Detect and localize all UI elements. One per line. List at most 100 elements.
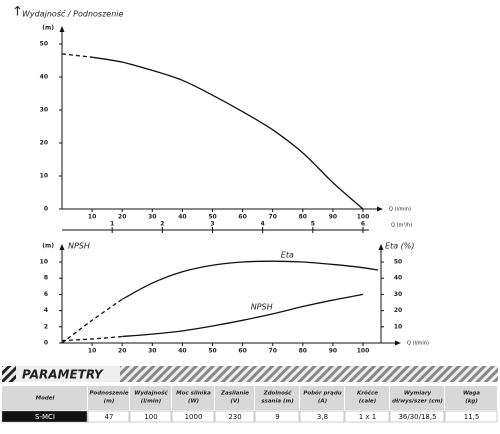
x-tick-label: 40 — [178, 214, 186, 221]
cell-text: 1000 — [185, 413, 203, 421]
curve — [91, 56, 364, 210]
x-tick-label: 60 — [238, 348, 246, 355]
cell — [171, 410, 215, 423]
x2-tick-label: 6 — [361, 221, 365, 228]
x-tick-label: 70 — [269, 214, 277, 221]
y2-tick-label: 40 — [394, 275, 402, 282]
x2-tick-label: 2 — [160, 221, 164, 228]
header-cell — [300, 386, 344, 410]
cell — [254, 410, 300, 423]
x-tick-label: 100 — [357, 214, 370, 221]
header-cell — [255, 386, 299, 410]
cell-text: S-MCI — [35, 413, 55, 421]
x-tick-label: 70 — [269, 348, 277, 355]
x-axis-label: Q (l/min) — [407, 341, 429, 347]
y2-tick-label: 50 — [394, 259, 402, 266]
header-text: Wydajność — [134, 390, 168, 397]
x-tick-label: 20 — [118, 214, 126, 221]
header-cell — [2, 386, 87, 410]
x2-tick-label: 3 — [210, 221, 214, 228]
header-cell — [345, 386, 389, 410]
x-tick-label: 80 — [299, 348, 307, 355]
header-text: Model — [36, 396, 55, 402]
header-text: dł/wys/szer (cm) — [392, 399, 443, 405]
x-tick-label: 90 — [329, 348, 337, 355]
cell-text: 3,8 — [317, 413, 328, 421]
cell — [299, 410, 345, 423]
y-tick-label: 40 — [40, 74, 48, 81]
cell-text: 230 — [228, 413, 241, 421]
arrow-icon: ↑ — [12, 5, 23, 20]
stripes — [120, 366, 498, 382]
cell — [129, 410, 172, 423]
y-axis-label: (m) — [42, 25, 54, 32]
y-tick-label: 20 — [40, 140, 48, 147]
x2-tick-label: 4 — [261, 221, 265, 228]
header-text: (A) — [318, 399, 327, 405]
cell-text: 1 x 1 — [359, 413, 377, 421]
y2-tick-label: 10 — [394, 323, 402, 330]
curve-label: Eta — [281, 251, 294, 260]
header-text: (W) — [188, 399, 199, 405]
y-tick-label: 2 — [44, 323, 48, 330]
cell-text: 9 — [275, 413, 279, 421]
cell-text: 36/30/18,5 — [398, 413, 436, 421]
x2-tick-label: 5 — [311, 221, 315, 228]
y-tick-label: 8 — [44, 275, 48, 282]
header-text: Króćce — [357, 390, 378, 397]
y-tick-label: 10 — [40, 259, 48, 266]
cell — [214, 410, 255, 423]
stripes — [2, 366, 16, 382]
y-tick-label: 0 — [44, 206, 48, 213]
x-tick-label: 30 — [148, 214, 156, 221]
cell-text: 100 — [144, 413, 157, 421]
axis-arrow — [377, 206, 383, 212]
header-cell — [215, 386, 254, 410]
x-tick-label: 60 — [238, 214, 246, 221]
header-text: Podnoszenie — [89, 391, 128, 397]
cell — [87, 410, 130, 423]
y2-tick-label: 30 — [394, 291, 402, 298]
x-tick-label: 10 — [88, 214, 96, 221]
y-axis-label: (m) — [42, 243, 54, 250]
header-text: (V) — [230, 399, 239, 405]
header-text: Zasilanie — [220, 391, 249, 397]
axis-arrow — [378, 244, 384, 250]
x-tick-label: 50 — [208, 214, 216, 221]
header-cell — [390, 386, 444, 410]
header-text: Zdolność — [263, 390, 293, 397]
cell-text: 47 — [105, 413, 114, 421]
curve-extrapolated — [61, 53, 93, 58]
x-tick-label: 30 — [148, 348, 156, 355]
x-tick-label: 20 — [118, 348, 126, 355]
cell — [344, 410, 390, 423]
curve-label: NPSH — [251, 302, 273, 311]
curve-extrapolated — [61, 335, 123, 342]
y-tick-label: 30 — [40, 107, 48, 114]
y-tick-label: 10 — [40, 173, 48, 180]
y-tick-label: 0 — [44, 340, 48, 347]
y-axis-title: NPSH — [68, 242, 90, 251]
y2-axis-label: Eta (%) — [385, 242, 414, 251]
x2-tick-label: 1 — [110, 221, 114, 228]
header-cell — [172, 386, 214, 410]
header-cell — [88, 386, 129, 410]
axis-arrow — [59, 244, 65, 250]
x-tick-label: 80 — [299, 214, 307, 221]
cell-text: 11,5 — [464, 413, 480, 421]
header-text: (cale) — [359, 399, 377, 405]
x-tick-label: 10 — [88, 348, 96, 355]
y2-tick-label: 20 — [394, 307, 402, 314]
header-cell — [445, 386, 497, 410]
header-text: Wymiary — [404, 391, 432, 397]
header-text: ssania (m) — [261, 399, 293, 405]
y-tick-label: 6 — [44, 291, 48, 298]
x2-axis-label: Q (m³/h) — [391, 223, 412, 229]
header-text: Pobór prądu — [303, 390, 341, 397]
header-text: (m) — [104, 399, 115, 405]
header-text: Moc silnika — [176, 391, 211, 397]
y-tick-label: 50 — [40, 41, 48, 48]
chart-title: Wydajność / Podnoszenie — [22, 9, 124, 19]
curve-extrapolated — [61, 298, 123, 344]
